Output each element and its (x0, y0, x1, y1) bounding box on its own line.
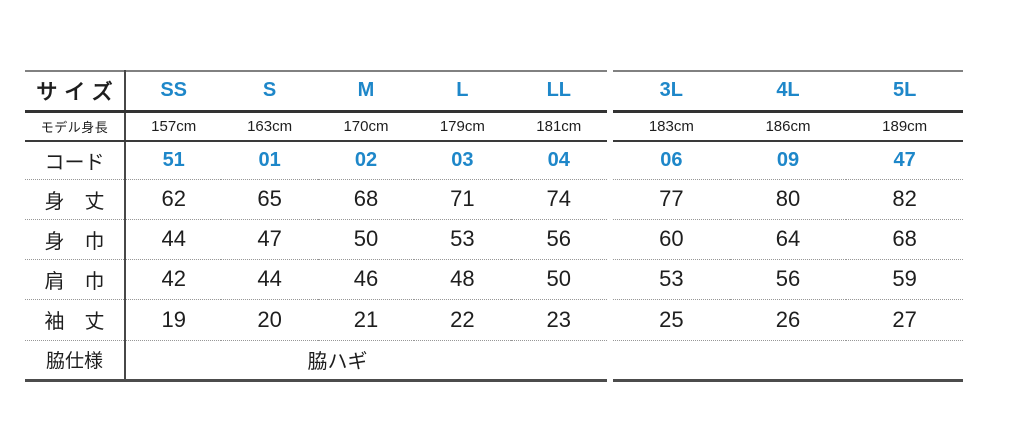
model-height-cell: 181cm (510, 111, 607, 142)
model-height-cell: 183cm (613, 111, 730, 142)
body-length-cell: 65 (221, 179, 318, 220)
size-header-cell: L (414, 71, 511, 113)
code-cell: 47 (846, 141, 963, 180)
row-label-body-width: 身 巾 (25, 219, 126, 260)
code-row: 06 09 47 (613, 141, 963, 180)
row-label-model-height: モデル身長 (25, 111, 126, 142)
row-label-shoulder-width: 肩 巾 (25, 259, 126, 300)
side-spec-empty-cell (613, 340, 963, 380)
sleeve-length-cell: 26 (729, 299, 847, 341)
size-header-row: 3L 4L 5L (613, 71, 963, 113)
shoulder-width-cell: 56 (729, 259, 847, 300)
body-length-cell: 82 (846, 179, 963, 220)
code-cell: 03 (414, 141, 511, 180)
sleeve-length-cell: 20 (221, 299, 318, 341)
row-label-size: サイズ (25, 71, 126, 113)
code-cell: 02 (317, 141, 415, 180)
code-cell: 04 (510, 141, 607, 180)
model-height-cell: 186cm (729, 111, 847, 142)
size-header-row: サイズ SS S M L LL (25, 71, 607, 113)
sleeve-length-cell: 21 (317, 299, 415, 341)
shoulder-width-cell: 44 (221, 259, 318, 300)
shoulder-width-cell: 42 (125, 259, 222, 300)
sleeve-length-cell: 19 (125, 299, 222, 341)
size-header-cell: SS (125, 71, 222, 113)
size-table-section-standard: サイズ SS S M L LL モデル身長 157cm 163cm 170cm … (25, 70, 607, 382)
size-header-cell: M (317, 71, 415, 113)
body-width-cell: 50 (317, 219, 415, 260)
sleeve-length-cell: 27 (846, 299, 963, 341)
sleeve-length-cell: 23 (510, 299, 607, 341)
model-height-row: モデル身長 157cm 163cm 170cm 179cm 181cm (25, 111, 607, 142)
model-height-cell: 163cm (221, 111, 318, 142)
side-spec-row (613, 340, 963, 380)
code-row: コード 51 01 02 03 04 (25, 141, 607, 180)
shoulder-width-cell: 48 (414, 259, 511, 300)
shoulder-width-row: 53 56 59 (613, 259, 963, 300)
row-label-sleeve-length: 袖 丈 (25, 299, 126, 341)
code-cell: 06 (613, 141, 730, 180)
side-spec-row: 脇仕様 脇ハギ (25, 340, 607, 380)
sleeve-length-row: 袖 丈 19 20 21 22 23 (25, 299, 607, 341)
code-cell: 01 (221, 141, 318, 180)
body-width-cell: 56 (510, 219, 607, 260)
size-header-cell: S (221, 71, 318, 113)
row-label-side-spec: 脇仕様 (25, 340, 126, 380)
shoulder-width-cell: 59 (846, 259, 963, 300)
row-label-body-length: 身 丈 (25, 179, 126, 220)
code-cell: 51 (125, 141, 222, 180)
size-spec-chart: サイズ SS S M L LL モデル身長 157cm 163cm 170cm … (25, 70, 963, 382)
model-height-row: 183cm 186cm 189cm (613, 111, 963, 142)
body-length-row: 身 丈 62 65 68 71 74 (25, 179, 607, 220)
body-width-row: 60 64 68 (613, 219, 963, 260)
body-length-cell: 68 (317, 179, 415, 220)
body-width-cell: 60 (613, 219, 730, 260)
code-cell: 09 (729, 141, 847, 180)
body-length-cell: 62 (125, 179, 222, 220)
shoulder-width-cell: 46 (317, 259, 415, 300)
body-width-cell: 64 (729, 219, 847, 260)
size-header-cell: LL (510, 71, 607, 113)
body-width-cell: 68 (846, 219, 963, 260)
model-height-cell: 179cm (414, 111, 511, 142)
row-label-code: コード (25, 141, 126, 180)
body-length-row: 77 80 82 (613, 179, 963, 220)
body-length-cell: 71 (414, 179, 511, 220)
sleeve-length-cell: 22 (414, 299, 511, 341)
body-width-row: 身 巾 44 47 50 53 56 (25, 219, 607, 260)
body-width-cell: 44 (125, 219, 222, 260)
model-height-cell: 157cm (125, 111, 222, 142)
size-header-cell: 3L (613, 71, 730, 113)
shoulder-width-cell: 53 (613, 259, 730, 300)
model-height-cell: 170cm (317, 111, 415, 142)
sleeve-length-row: 25 26 27 (613, 299, 963, 341)
size-header-cell: 4L (729, 71, 847, 113)
size-table-section-large: 3L 4L 5L 183cm 186cm 189cm 06 09 47 77 8… (613, 70, 963, 382)
body-length-cell: 77 (613, 179, 730, 220)
size-header-cell: 5L (846, 71, 963, 113)
side-spec-value: 脇ハギ (307, 351, 368, 373)
body-length-cell: 74 (510, 179, 607, 220)
body-length-cell: 80 (729, 179, 847, 220)
shoulder-width-cell: 50 (510, 259, 607, 300)
model-height-cell: 189cm (846, 111, 963, 142)
shoulder-width-row: 肩 巾 42 44 46 48 50 (25, 259, 607, 300)
sleeve-length-cell: 25 (613, 299, 730, 341)
body-width-cell: 47 (221, 219, 318, 260)
body-width-cell: 53 (414, 219, 511, 260)
